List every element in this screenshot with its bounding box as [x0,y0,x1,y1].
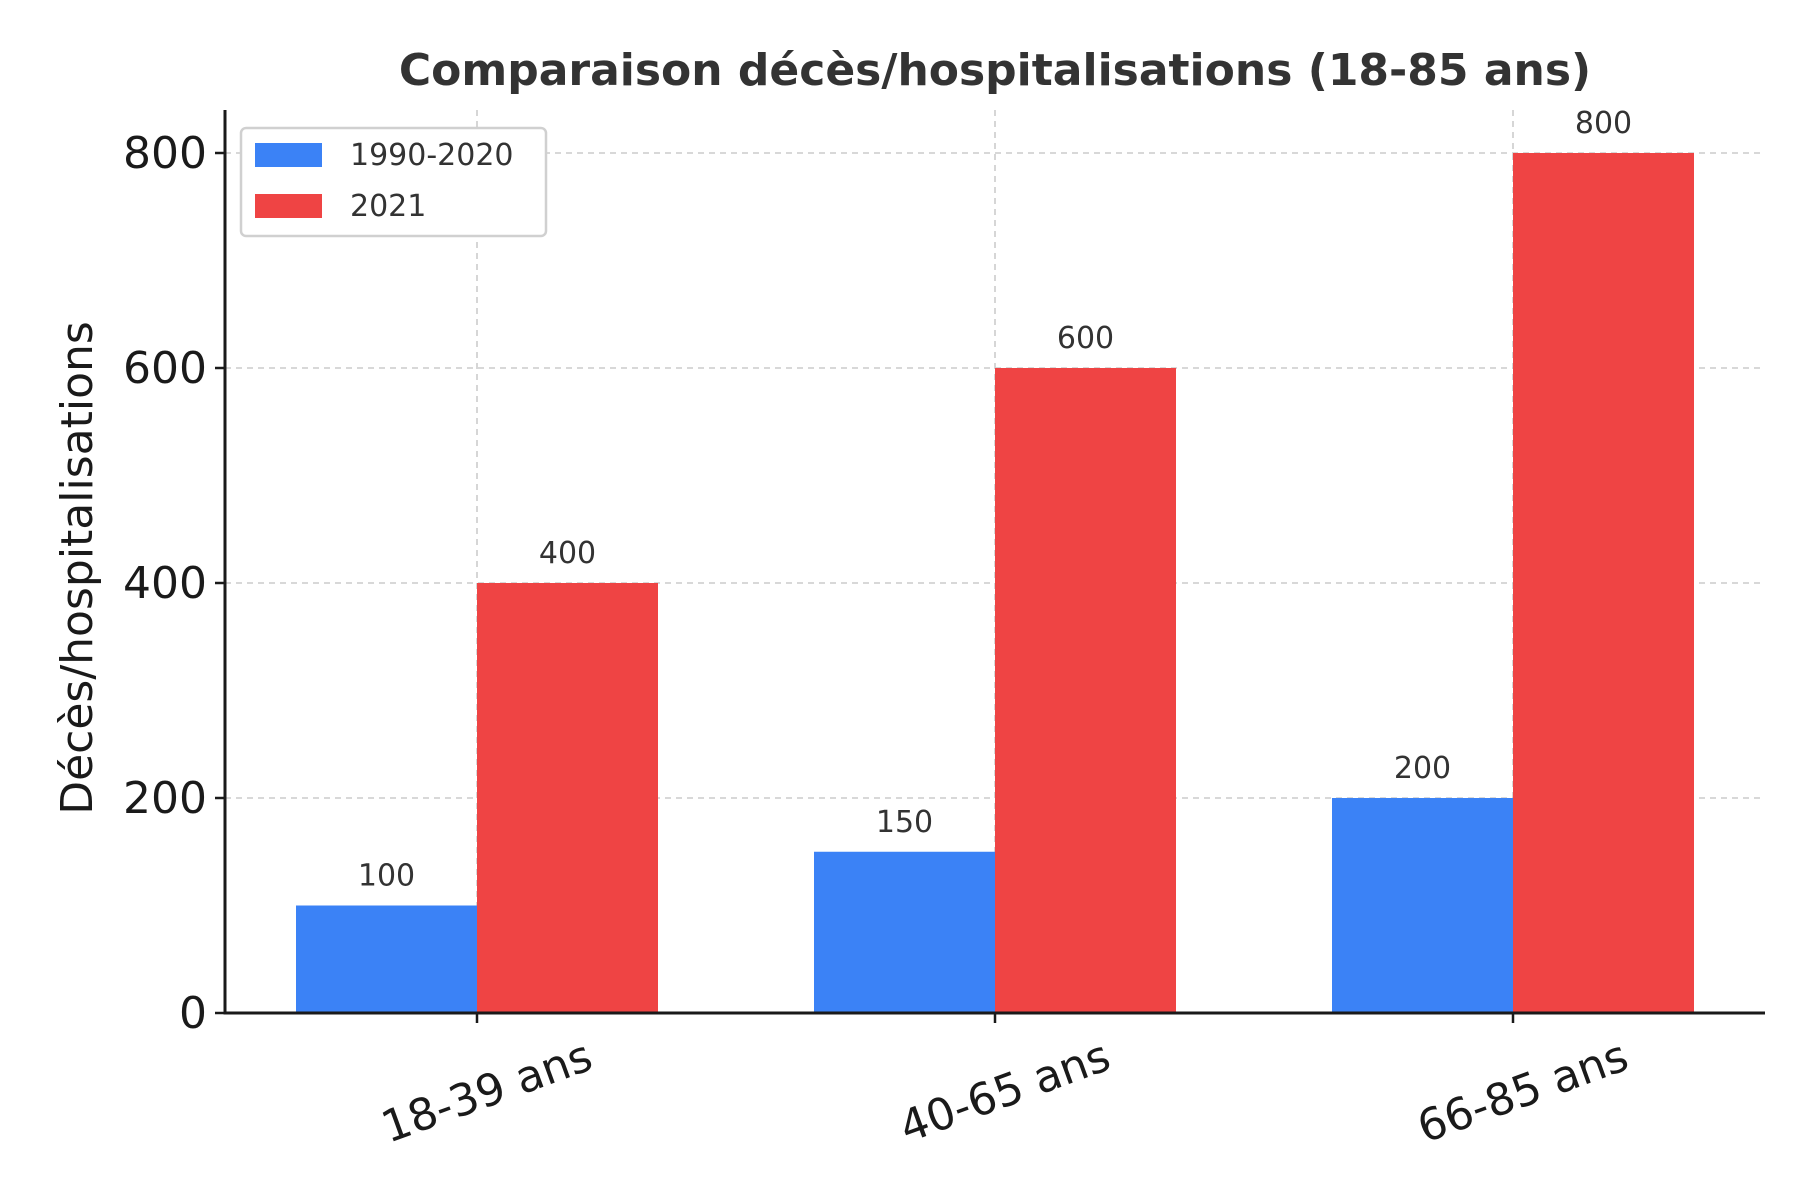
bar [814,851,995,1013]
bar [1332,798,1513,1013]
legend-swatch [255,143,322,167]
data-label: 800 [1575,106,1632,141]
y-axis-label: Décès/hospitalisations [52,321,103,815]
x-tick-label: 18-39 ans [375,1030,599,1153]
legend-swatch [255,194,322,218]
bar [477,583,658,1013]
data-label: 100 [358,859,415,894]
x-tick-label: 66-85 ans [1411,1030,1635,1153]
data-label: 150 [876,805,933,840]
y-tick-label: 600 [123,343,207,394]
data-label: 200 [1394,751,1451,786]
legend-label: 1990-2020 [350,138,514,173]
bar [1513,153,1694,1013]
y-tick-label: 800 [123,128,207,179]
chart-title: Comparaison décès/hospitalisations (18-8… [399,45,1591,96]
bar [995,368,1176,1013]
y-tick-label: 400 [123,558,207,609]
bars-layer [296,153,1694,1013]
legend: 1990-2020 2021 [239,126,548,238]
bar [296,905,477,1013]
data-label: 600 [1057,321,1114,356]
data-label: 400 [539,536,596,571]
x-tick-label: 40-65 ans [893,1030,1117,1153]
y-tick-label: 200 [123,773,207,824]
y-tick-label: 0 [179,988,207,1039]
legend-label: 2021 [350,189,426,224]
labels-layer: 100 150 200 400 600 800 [358,106,1632,894]
